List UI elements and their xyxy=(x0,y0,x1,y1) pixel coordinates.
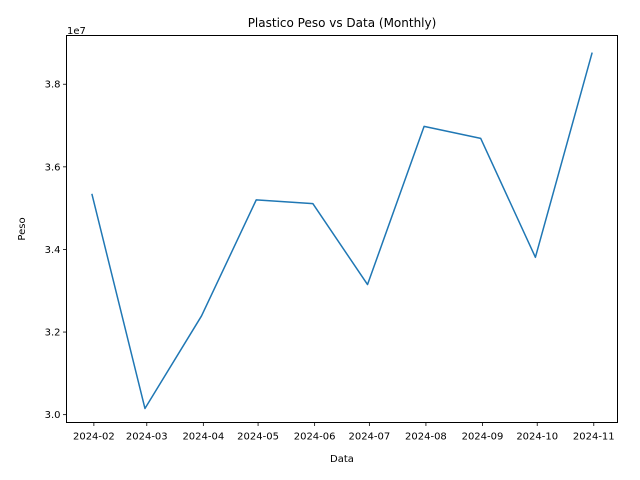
y-tick-label: 3.2 xyxy=(45,328,61,339)
x-tick-label: 2024-03 xyxy=(126,432,168,443)
y-axis-ticks: 3.0 3.2 3.4 3.6 3.8 xyxy=(45,80,67,421)
y-tick-label: 3.8 xyxy=(45,80,61,91)
x-tick-label: 2024-06 xyxy=(294,432,336,443)
series-layer xyxy=(91,52,593,410)
y-offset-label: 1e7 xyxy=(67,26,86,37)
x-tick-label: 2024-07 xyxy=(348,432,390,443)
x-tick-label: 2024-02 xyxy=(73,432,115,443)
y-tick-label: 3.0 xyxy=(45,410,61,421)
series-line xyxy=(91,52,593,410)
y-axis-label: Peso xyxy=(17,217,28,240)
x-tick-label: 2024-04 xyxy=(182,432,224,443)
chart-title: Plastico Peso vs Data (Monthly) xyxy=(248,16,437,30)
y-tick-label: 3.6 xyxy=(45,162,61,173)
x-axis-ticks: 2024-02 2024-03 2024-04 2024-05 2024-06 2024-… xyxy=(73,422,615,443)
x-tick-label: 2024-10 xyxy=(516,432,558,443)
x-axis-label: Data xyxy=(330,454,354,465)
x-tick-label: 2024-11 xyxy=(573,432,615,443)
plot-area-frame xyxy=(66,35,618,423)
x-tick-label: 2024-08 xyxy=(405,432,447,443)
y-tick-label: 3.4 xyxy=(45,245,61,256)
x-tick-label: 2024-05 xyxy=(237,432,279,443)
x-tick-label: 2024-09 xyxy=(462,432,504,443)
